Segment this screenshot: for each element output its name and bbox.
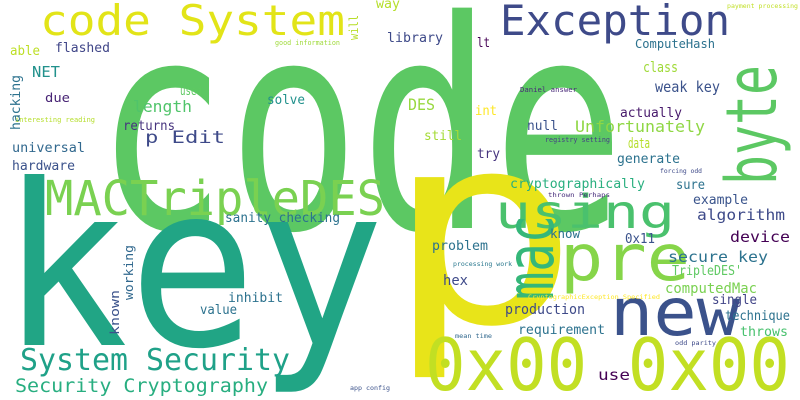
word: Exception xyxy=(500,0,730,45)
word: code System xyxy=(40,0,345,45)
word: new xyxy=(610,274,740,351)
word: try xyxy=(477,147,500,162)
word: cryptographically xyxy=(510,177,645,192)
word: class xyxy=(643,60,678,76)
word: thrown Perhaps xyxy=(548,192,610,199)
word: production xyxy=(505,302,585,318)
word: key xyxy=(0,137,385,399)
word: hex xyxy=(443,273,468,289)
word: sure xyxy=(676,178,705,193)
word: working xyxy=(122,245,136,300)
word: returns xyxy=(123,119,175,134)
word: forcing odd xyxy=(660,168,702,175)
word: pre xyxy=(560,222,690,296)
word: sanity checking xyxy=(225,211,340,226)
word: Unfortunately xyxy=(575,117,705,136)
word: System Security xyxy=(20,343,290,378)
word: 0x00 0x00 xyxy=(425,323,790,400)
word: MACTripleDES xyxy=(45,171,385,227)
word: use xyxy=(598,366,630,384)
word: ComputeHash xyxy=(635,37,715,51)
word: algorithm xyxy=(697,206,785,224)
word: requirement xyxy=(518,323,605,338)
word: due xyxy=(45,91,70,105)
word: device xyxy=(730,228,790,246)
word: computedMac xyxy=(665,281,757,297)
word: int xyxy=(475,104,497,119)
word: mac xyxy=(492,215,569,300)
word: CryptographicException Specified xyxy=(528,294,660,301)
word: byte xyxy=(711,65,793,185)
word: example xyxy=(693,193,748,208)
word: TripleDES' xyxy=(672,264,742,279)
word: actually xyxy=(620,106,682,121)
word: secure key xyxy=(668,248,768,266)
word: processing work xyxy=(453,261,512,268)
word: library xyxy=(387,31,443,46)
word: odd parity xyxy=(675,340,716,347)
word: used xyxy=(180,84,202,98)
word: inhibit xyxy=(228,291,283,306)
word: DES xyxy=(408,95,435,114)
word: value xyxy=(200,303,237,318)
word: hardware xyxy=(12,159,75,174)
word: weak key xyxy=(655,78,720,96)
word: p Edit xyxy=(145,128,225,148)
word: lt xyxy=(477,36,490,51)
word: length xyxy=(133,97,192,116)
word: Daniel answer xyxy=(520,86,577,94)
word: interesting reading xyxy=(15,116,95,124)
word: NET xyxy=(32,63,60,81)
word: solve xyxy=(267,93,305,108)
word: 0x11 xyxy=(625,232,655,247)
word: know xyxy=(550,227,581,241)
word: good information xyxy=(275,39,340,47)
word: registry setting xyxy=(545,136,610,144)
word: way xyxy=(376,0,400,12)
word: still xyxy=(424,129,462,144)
word: Security Cryptography xyxy=(15,375,268,397)
word: single xyxy=(712,293,757,308)
word: known xyxy=(108,290,122,335)
word: code xyxy=(95,0,625,297)
word: flashed xyxy=(55,41,110,56)
word: using xyxy=(495,185,675,239)
word: null xyxy=(527,119,558,134)
word: data xyxy=(628,136,650,152)
word: hacking xyxy=(9,75,24,130)
word: will xyxy=(347,15,361,40)
word: p xyxy=(385,77,580,385)
word: mean time xyxy=(455,333,492,340)
word: problem xyxy=(432,239,488,254)
word: technique xyxy=(725,309,790,324)
word: payment processing xyxy=(727,3,798,10)
word: universal xyxy=(12,141,85,156)
word: able xyxy=(10,44,40,59)
word: app config xyxy=(350,385,390,392)
word: generate xyxy=(617,152,680,167)
word: throws xyxy=(740,325,788,340)
